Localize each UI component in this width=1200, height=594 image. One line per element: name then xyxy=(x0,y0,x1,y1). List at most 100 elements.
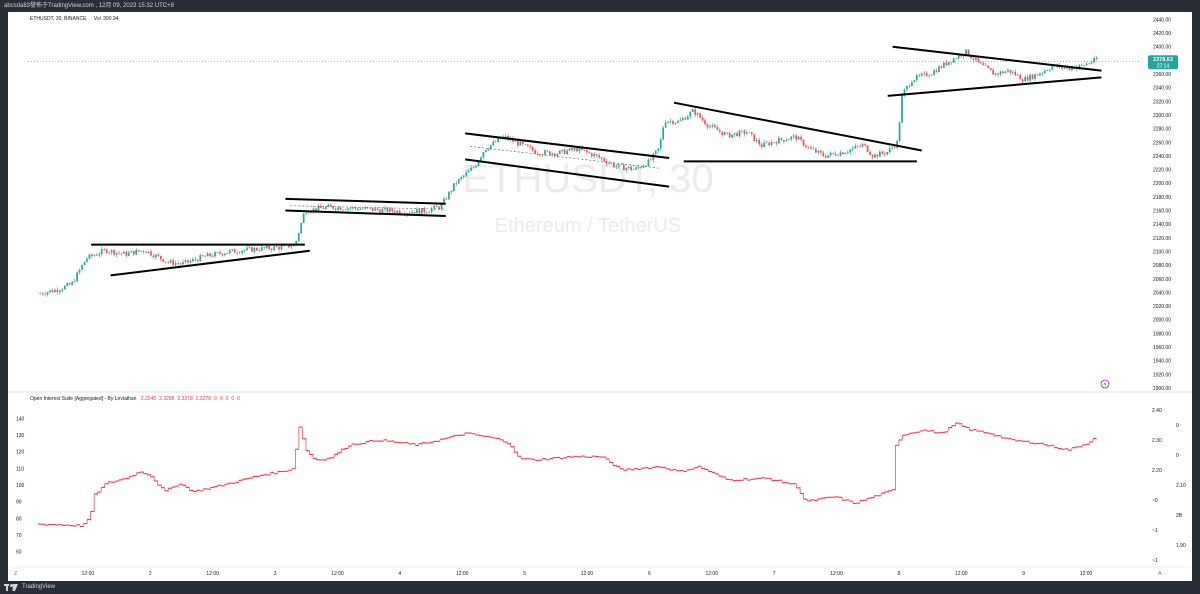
candle-body xyxy=(1068,67,1071,71)
candle-body xyxy=(280,245,283,250)
candle-body xyxy=(667,121,669,123)
candle-body xyxy=(361,208,364,210)
candle-body xyxy=(842,152,844,155)
candle-body xyxy=(497,138,500,143)
chart-area[interactable]: ETHUSDT, 30 Ethereum / TetherUS ETHUSDT,… xyxy=(8,12,1192,581)
trend-line xyxy=(465,158,670,188)
candle-body xyxy=(396,210,399,213)
candle-body xyxy=(66,283,69,286)
candle-body xyxy=(214,252,216,257)
candle-body xyxy=(610,163,613,164)
candle-body xyxy=(1043,70,1046,73)
indicator-value: 2.3240 xyxy=(141,396,157,402)
candle-body xyxy=(443,198,445,204)
candle-body xyxy=(558,150,561,154)
candle-body xyxy=(418,209,421,214)
candle-body xyxy=(448,191,450,200)
candle-body xyxy=(118,252,120,254)
candle-body xyxy=(733,133,736,135)
indicator-right-axis: 2.40 0 2.30 0 2.20 2.10 ~0 2B ~1 1.90 ~1 xyxy=(1152,408,1186,564)
candle-body xyxy=(364,207,367,209)
candle-body xyxy=(1090,62,1093,64)
candle-body xyxy=(1095,58,1098,60)
candle-body xyxy=(952,58,955,63)
candle-body xyxy=(408,213,411,214)
candle-body xyxy=(864,144,866,146)
candle-body xyxy=(901,95,903,123)
candle-body xyxy=(839,152,842,156)
candle-body xyxy=(164,261,167,263)
candle-body xyxy=(854,146,857,149)
price-tick-label: 2260.00 xyxy=(1153,140,1171,146)
candle-body xyxy=(654,150,657,154)
candle-body xyxy=(241,250,243,253)
candle-body xyxy=(123,251,125,254)
candle-body xyxy=(91,254,93,256)
candle-body xyxy=(947,62,950,66)
oi-left-tick: 70 xyxy=(16,533,22,539)
candle-body xyxy=(492,141,495,146)
candle-body xyxy=(832,152,834,154)
candle-body xyxy=(539,154,541,156)
candle-body xyxy=(1021,79,1024,82)
candle-body xyxy=(137,250,140,252)
candle-body xyxy=(322,207,325,209)
candle-body xyxy=(61,289,64,291)
price-tick-label: 1980.00 xyxy=(1153,331,1171,337)
time-tick-label: 12:00 xyxy=(830,571,843,577)
price-tick-label: 2100.00 xyxy=(1153,249,1171,255)
candle-body xyxy=(337,207,339,210)
candle-body xyxy=(413,212,416,214)
price-tick-label: 2160.00 xyxy=(1153,209,1171,215)
candle-body xyxy=(256,248,258,251)
candle-body xyxy=(1011,71,1014,73)
candle-body xyxy=(908,85,911,87)
candle-body xyxy=(844,153,847,155)
candle-body xyxy=(206,253,209,257)
title-bar: abcsda83發佈于TradingView.com , 12月 09, 202… xyxy=(0,0,1200,12)
candle-body xyxy=(672,120,674,124)
time-axis[interactable]: 12:00 2 12:00 3 12:00 4 12:00 5 12:00 6 12:00 7 12:0… xyxy=(82,571,1093,577)
candle-body xyxy=(1085,63,1088,66)
price-tick-label: 2180.00 xyxy=(1153,195,1171,201)
candle-body xyxy=(324,206,327,209)
candle-body xyxy=(549,151,551,155)
candle-body xyxy=(686,116,689,120)
candle-body xyxy=(701,117,704,121)
candle-body xyxy=(71,281,74,285)
oi-right-tick: 1.90 xyxy=(1176,543,1186,549)
candle-body xyxy=(928,75,930,77)
candle-body xyxy=(778,138,780,144)
candle-body xyxy=(923,72,926,74)
candle-body xyxy=(44,294,46,295)
candle-body xyxy=(270,249,273,251)
lightning-icon[interactable] xyxy=(1100,379,1110,389)
price-axis[interactable]: 2440.002420.002400.002380.002360.002340.… xyxy=(1153,17,1171,392)
candle-body xyxy=(179,263,182,265)
candle-body xyxy=(130,251,133,253)
candle-body xyxy=(896,140,898,148)
price-tick-label: 2420.00 xyxy=(1153,31,1171,37)
candle-body xyxy=(1039,73,1041,76)
candle-body xyxy=(613,163,615,168)
time-axis-corner-left[interactable]: Z xyxy=(14,571,18,577)
candle-body xyxy=(184,260,187,263)
candle-body xyxy=(86,258,88,262)
candle-body xyxy=(792,135,795,137)
footer-brand: TradingView xyxy=(22,584,56,590)
candle-body xyxy=(482,151,485,158)
candle-body xyxy=(913,80,916,83)
candle-body xyxy=(935,70,938,73)
candle-body xyxy=(1007,69,1009,72)
candle-body xyxy=(1088,63,1091,65)
candle-body xyxy=(763,142,766,147)
candle-body xyxy=(425,212,428,213)
candle-body xyxy=(194,259,197,260)
candle-body xyxy=(381,209,384,213)
candle-body xyxy=(354,207,357,209)
candle-body xyxy=(790,136,793,140)
time-axis-corner-right[interactable]: A xyxy=(1158,571,1162,577)
chart-canvas[interactable]: ETHUSDT, 30 Ethereum / TetherUS ETHUSDT,… xyxy=(8,12,1192,581)
candle-body xyxy=(758,139,761,145)
candle-body xyxy=(369,207,372,209)
